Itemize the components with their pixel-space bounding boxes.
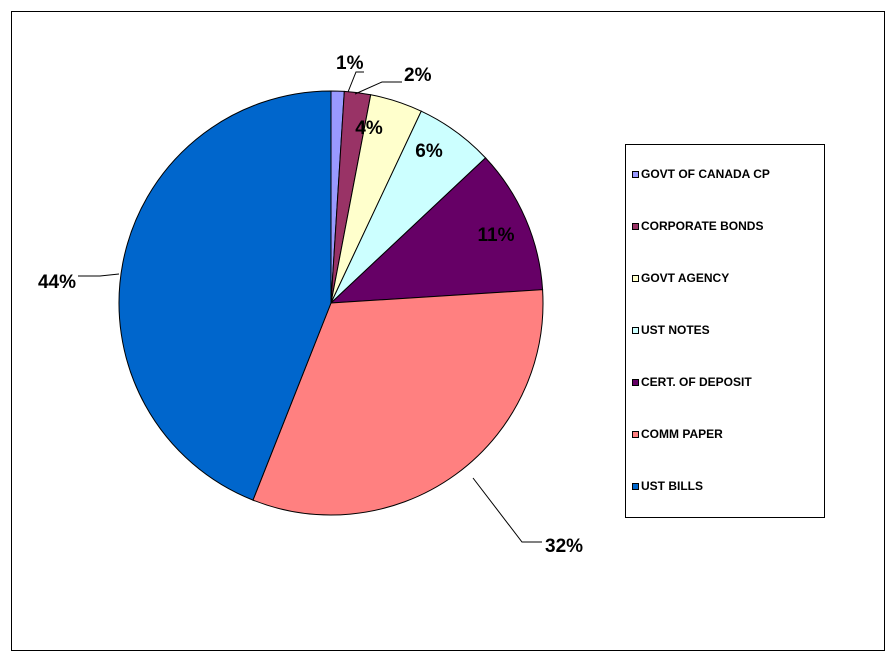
legend-swatch xyxy=(632,222,639,230)
legend-swatch xyxy=(632,430,639,438)
data-label: 4% xyxy=(355,118,383,139)
legend-swatch xyxy=(632,326,639,334)
legend-label: COMM PAPER xyxy=(641,427,723,441)
pie-slice-ust-bills xyxy=(118,90,332,501)
data-label: 32% xyxy=(545,536,583,557)
legend-item: GOVT AGENCY xyxy=(632,271,729,285)
legend-item: CORPORATE BONDS xyxy=(632,219,763,233)
legend-swatch xyxy=(632,482,639,490)
leader-line xyxy=(347,71,364,93)
legend: GOVT OF CANADA CP CORPORATE BONDS GOVT AGE… xyxy=(625,144,825,518)
legend-item: GOVT OF CANADA CP xyxy=(632,167,770,181)
legend-label: GOVT OF CANADA CP xyxy=(641,167,770,181)
data-label: 1% xyxy=(336,53,364,74)
leader-line xyxy=(354,81,402,95)
legend-label: UST NOTES xyxy=(641,323,710,337)
legend-label: CORPORATE BONDS xyxy=(641,219,764,233)
leader-line xyxy=(472,477,542,543)
legend-item: UST NOTES xyxy=(632,323,710,337)
data-label: 44% xyxy=(38,272,76,293)
pie-chart: 1% 2% 4% 6% 11% 32% 44% xyxy=(38,53,583,557)
leader-line xyxy=(78,273,120,277)
data-label: 6% xyxy=(415,141,443,162)
data-label: 2% xyxy=(404,65,432,86)
legend-label: UST BILLS xyxy=(641,479,703,493)
legend-swatch xyxy=(632,378,639,386)
legend-swatch xyxy=(632,170,639,178)
legend-item: COMM PAPER xyxy=(632,427,723,441)
legend-item: CERT. OF DEPOSIT xyxy=(632,375,752,389)
legend-label: CERT. OF DEPOSIT xyxy=(641,375,752,389)
legend-swatch xyxy=(632,274,639,282)
pie-slice-cert-of-deposit xyxy=(329,157,544,304)
legend-item: UST BILLS xyxy=(632,479,703,493)
pie-slice-comm-paper xyxy=(252,289,544,516)
data-label: 11% xyxy=(478,225,515,246)
legend-label: GOVT AGENCY xyxy=(641,271,730,285)
